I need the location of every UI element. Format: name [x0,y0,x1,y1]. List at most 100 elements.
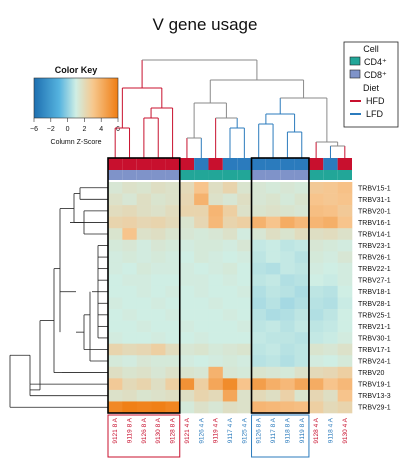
heatmap-cell [308,228,324,241]
heatmap-cell [165,378,181,391]
legend-cell-items: CD4⁺ CD8⁺ [349,56,387,80]
row-label: TRBV15-1 [358,185,391,192]
heatmap-cell [237,389,252,402]
column-label: 9126 8 A [141,417,148,443]
heatmap-cell [208,389,224,402]
heatmap-cell [337,251,353,264]
heatmap-cell [108,274,123,287]
heatmap-cell [165,401,181,414]
heatmap-cell [179,401,195,414]
heatmap-cell [222,389,238,402]
color-key: Color Key −6 −2 0 2 4 6 Column Z-Score [30,65,120,146]
heatmap-cell [208,216,224,229]
heatmap-cell [251,332,267,344]
heatmap-cell [308,285,324,298]
heatmap-cell [179,239,195,252]
heatmap-cell [337,320,353,333]
row-label: TRBV31-1 [358,197,391,204]
heatmap-cell [308,216,324,229]
heatmap-cell [280,332,295,344]
column-dendrogram [114,59,346,158]
heatmap-cell [208,355,224,368]
heatmap-cell [237,285,252,298]
heatmap-cell [122,262,138,275]
heatmap-cell [179,216,195,229]
heatmap-cell [136,378,152,391]
row-label: TRBV26-1 [358,255,391,262]
heatmap-cell [337,332,353,344]
legend-diet-items: HFD LFD [350,96,385,119]
heatmap-cell [179,366,195,379]
heatmap-cell [179,193,195,206]
heatmap-cell [280,274,295,287]
heatmap-cell [265,216,281,229]
row-label: TRBV27-1 [358,278,391,285]
heatmap-cell [294,297,310,310]
heatmap-cell [222,309,238,321]
row-label: TRBV14-1 [358,231,391,238]
column-label: 9128 8 A [170,417,177,443]
heatmap-cell [265,309,281,321]
heatmap-cell [280,401,295,414]
heatmap-cell [251,193,267,206]
heatmap-cell [208,343,224,356]
heatmap-cell [165,193,181,206]
heatmap-cell [136,228,152,241]
heatmap-cell [108,309,123,321]
color-key-ticks: −6 −2 0 2 4 6 [30,118,120,133]
diet-annotation-cell [280,158,295,170]
heatmap-cell [323,274,338,287]
column-label: 9117 8 A [270,417,277,443]
heatmap-cell [337,274,353,287]
heatmap-cell [222,228,238,241]
heatmap-cell [265,228,281,241]
heatmap-cell [222,378,238,391]
heatmap-cell [308,251,324,264]
heatmap-cell [179,309,195,321]
heatmap-cell [308,320,324,333]
heatmap-cell [165,285,181,298]
heatmap-cell [323,285,338,298]
heatmap-cell [222,262,238,275]
heatmap-cell [151,332,166,344]
heatmap-cell [122,193,138,206]
heatmap-cell [337,378,353,391]
heatmap-cell [179,297,195,310]
heatmap-cell [208,285,224,298]
heatmap-cell [323,239,338,252]
row-label: TRBV21-1 [358,324,391,331]
heatmap-cell [280,297,295,310]
row-label: TRBV13-3 [358,393,391,400]
heatmap-cell [237,193,252,206]
heatmap-cell [151,297,166,310]
heatmap-cell [222,239,238,252]
heatmap-cell [294,274,310,287]
row-dendrogram [9,187,108,408]
heatmap-cell [265,401,281,414]
column-label: 9121 8 A [112,417,119,443]
heatmap-cell [122,239,138,252]
color-key-gradient [33,77,119,119]
row-label: TRBV18-1 [358,289,391,296]
heatmap-cell [294,205,310,217]
heatmap-cell [308,343,324,356]
heatmap-cell [136,239,152,252]
heatmap-cell [337,193,353,206]
heatmap-cell [294,216,310,229]
heatmap-cell [237,401,252,414]
heatmap-cell [251,389,267,402]
heatmap-cell [237,216,252,229]
heatmap-cell [194,401,209,414]
heatmap-cell [265,389,281,402]
heatmap-cell [308,193,324,206]
heatmap-cell [337,239,353,252]
heatmap-cell [194,309,209,321]
heatmap-cell [108,366,123,379]
heatmap-cell [165,274,181,287]
heatmap-cell [280,228,295,241]
heatmap-cell [108,216,123,229]
heatmap-cell [251,355,267,368]
heatmap-cell [323,205,338,217]
heatmap-cell [265,332,281,344]
heatmap-cell [222,366,238,379]
